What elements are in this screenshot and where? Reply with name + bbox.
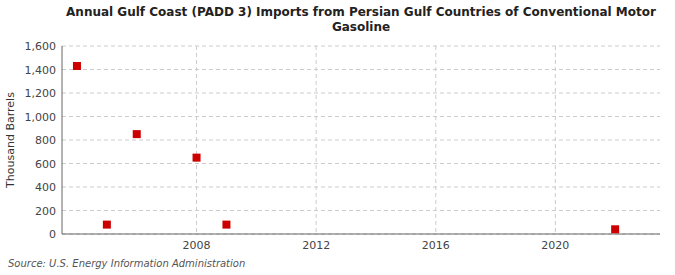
grid-line xyxy=(316,46,317,234)
y-tick-label: 800 xyxy=(35,134,56,147)
y-tick-label: 1,600 xyxy=(25,40,57,53)
grid-line xyxy=(62,140,660,141)
y-axis xyxy=(62,46,63,234)
x-tick-label: 2020 xyxy=(541,239,569,252)
point xyxy=(611,225,619,233)
point xyxy=(73,62,81,70)
point xyxy=(133,130,141,138)
grid-line xyxy=(62,69,660,70)
point xyxy=(193,154,201,162)
grid-line xyxy=(62,93,660,94)
grid-line xyxy=(62,187,660,188)
grid xyxy=(62,46,660,234)
y-tick-label: 200 xyxy=(35,205,56,218)
y-tick-label: 400 xyxy=(35,181,56,194)
grid-line xyxy=(435,46,436,234)
grid-line xyxy=(62,210,660,211)
chart: Annual Gulf Coast (PADD 3) Imports from … xyxy=(0,0,675,275)
point xyxy=(222,221,230,229)
x-tick-label: 2012 xyxy=(302,239,330,252)
title: Annual Gulf Coast (PADD 3) Imports from … xyxy=(66,5,656,34)
y-tick-label: 600 xyxy=(35,158,56,171)
grid-line xyxy=(555,46,556,234)
y-axis-label: Thousand Barrels xyxy=(4,92,17,189)
grid-line xyxy=(196,46,197,234)
x-tick-label: 2016 xyxy=(422,239,450,252)
grid-line xyxy=(62,163,660,164)
y-tick-label: 1,000 xyxy=(25,111,57,124)
grid-line xyxy=(62,116,660,117)
point xyxy=(103,221,111,229)
annotation: Source: U.S. Energy Information Administ… xyxy=(8,258,245,269)
y-tick-label: 1,400 xyxy=(25,64,57,77)
grid-line xyxy=(62,234,660,235)
points xyxy=(73,62,619,233)
y-tick-label: 0 xyxy=(49,228,56,241)
grid-line xyxy=(62,46,660,47)
x-tick-label: 2008 xyxy=(183,239,211,252)
x-axis xyxy=(62,234,660,235)
y-tick-label: 1,200 xyxy=(25,87,57,100)
